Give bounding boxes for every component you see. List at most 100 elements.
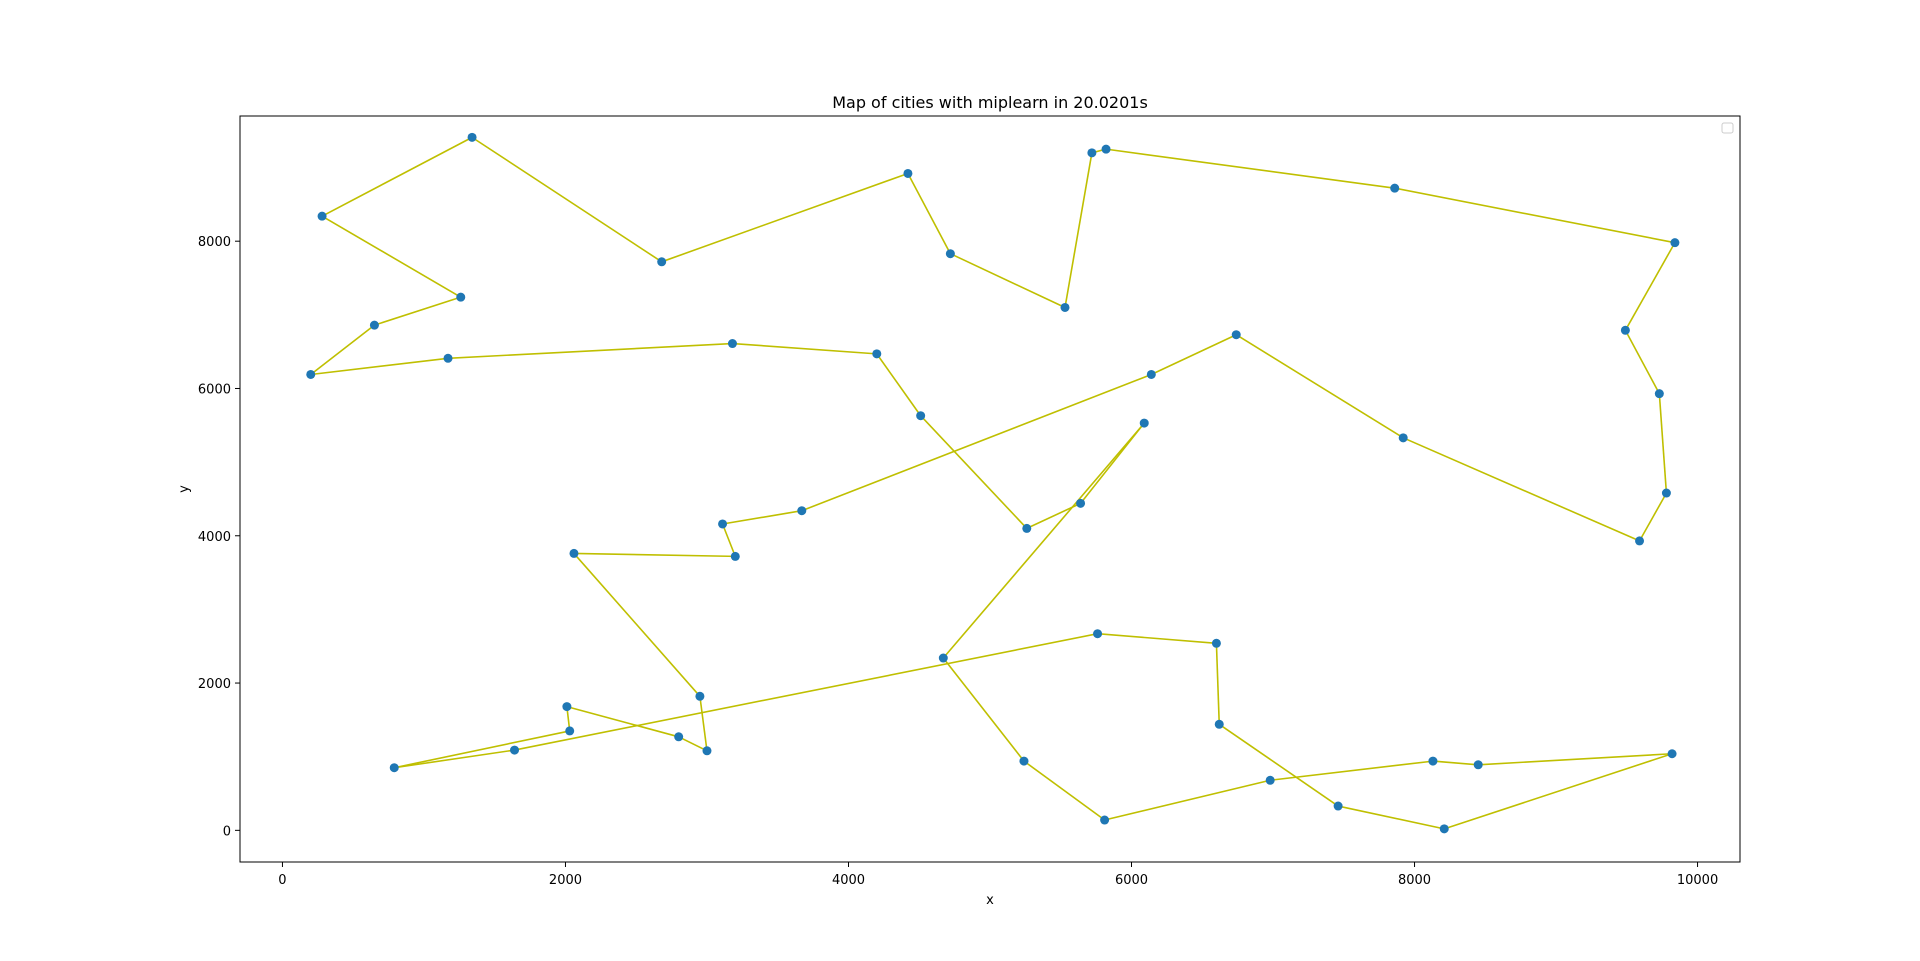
y-axis-label: y — [177, 485, 192, 493]
city-point — [1076, 498, 1086, 508]
city-point — [702, 746, 712, 756]
city-point — [1265, 775, 1275, 785]
city-point — [1093, 629, 1103, 639]
route-segment — [801, 373, 1152, 512]
route-segment — [1443, 752, 1673, 830]
city-point — [1100, 815, 1110, 825]
city-point — [1139, 418, 1149, 428]
route-segment — [1402, 437, 1640, 542]
city-point — [797, 506, 807, 516]
route-segment — [1150, 333, 1237, 376]
route-segment — [1394, 187, 1676, 244]
route-segment — [1215, 643, 1221, 725]
route-layer — [310, 136, 1676, 830]
city-point — [467, 132, 477, 142]
plot-frame — [239, 115, 1741, 863]
city-point — [1654, 389, 1664, 399]
city-point — [872, 349, 882, 359]
route-segment — [942, 422, 1145, 659]
city-point — [1333, 801, 1343, 811]
route-segment — [907, 173, 952, 255]
route-segment — [471, 136, 663, 263]
city-point — [369, 320, 379, 330]
city-point — [1087, 148, 1097, 158]
y-tick-label: 0 — [223, 824, 231, 839]
route-segment — [1624, 242, 1676, 331]
route-segment — [721, 523, 737, 557]
city-point — [443, 353, 453, 363]
city-point — [1667, 749, 1677, 759]
points-layer — [306, 132, 1680, 834]
x-tick-label: 2000 — [549, 873, 582, 888]
route-segment — [732, 342, 877, 355]
city-point — [674, 732, 684, 742]
city-point — [1060, 302, 1070, 312]
x-tick-label: 6000 — [1115, 873, 1148, 888]
x-tick-label: 8000 — [1398, 873, 1431, 888]
city-point — [730, 551, 740, 561]
route-segment — [310, 357, 449, 376]
y-tick-label: 8000 — [198, 235, 231, 250]
route-segment — [1105, 148, 1395, 189]
route-segment — [321, 215, 462, 298]
route-segment — [573, 552, 701, 697]
route-segment — [1064, 152, 1093, 308]
route-segment — [394, 749, 515, 769]
route-segment — [1097, 632, 1217, 645]
city-point — [1670, 238, 1680, 248]
route-segment — [447, 342, 733, 360]
route-segment — [1235, 334, 1404, 439]
route-segment — [661, 172, 909, 263]
city-point — [727, 339, 737, 349]
route-segment — [310, 324, 375, 376]
x-axis: 0 2000 4000 6000 8000 10000 — [278, 862, 1718, 888]
city-point — [562, 702, 572, 712]
city-point — [1211, 638, 1221, 648]
city-point — [657, 257, 667, 267]
route-segment — [950, 252, 1066, 309]
city-point — [916, 411, 926, 421]
city-point — [1661, 488, 1671, 498]
route-segment — [321, 136, 473, 217]
route-segment — [1218, 723, 1339, 807]
city-point — [1439, 824, 1449, 834]
route-segment — [1104, 779, 1271, 821]
city-point — [389, 763, 399, 773]
city-point — [1231, 330, 1241, 340]
city-point — [1620, 325, 1630, 335]
city-point — [1214, 719, 1224, 729]
route-segment — [1432, 760, 1479, 766]
route-segment — [699, 696, 708, 751]
city-point — [1146, 369, 1156, 379]
city-point — [1019, 756, 1029, 766]
legend-box — [1721, 122, 1734, 134]
city-point — [510, 745, 520, 755]
city-point — [945, 249, 955, 259]
route-segment — [1658, 393, 1668, 494]
city-point — [569, 548, 579, 558]
route-segment — [1478, 752, 1673, 766]
route-segment — [566, 705, 679, 738]
x-axis-label: x — [986, 893, 994, 908]
route-segment — [920, 415, 1028, 529]
y-axis: 0 2000 4000 6000 8000 — [198, 235, 240, 839]
y-tick-label: 6000 — [198, 382, 231, 397]
city-point — [903, 168, 913, 178]
x-tick-label: 10000 — [1677, 873, 1718, 888]
route-segment — [1023, 760, 1106, 821]
city-point — [1398, 433, 1408, 443]
route-segment — [573, 552, 736, 558]
city-point — [1022, 523, 1032, 533]
city-point — [1428, 756, 1438, 766]
y-tick-label: 2000 — [198, 677, 231, 692]
chart-title: Map of cities with miplearn in 20.0201s — [832, 93, 1148, 112]
route-segment — [374, 296, 462, 326]
route-segment — [678, 736, 708, 752]
route-segment — [942, 657, 1025, 762]
city-point — [938, 653, 948, 663]
route-segment — [722, 509, 802, 525]
route-segment — [1270, 760, 1434, 782]
city-point — [1390, 183, 1400, 193]
